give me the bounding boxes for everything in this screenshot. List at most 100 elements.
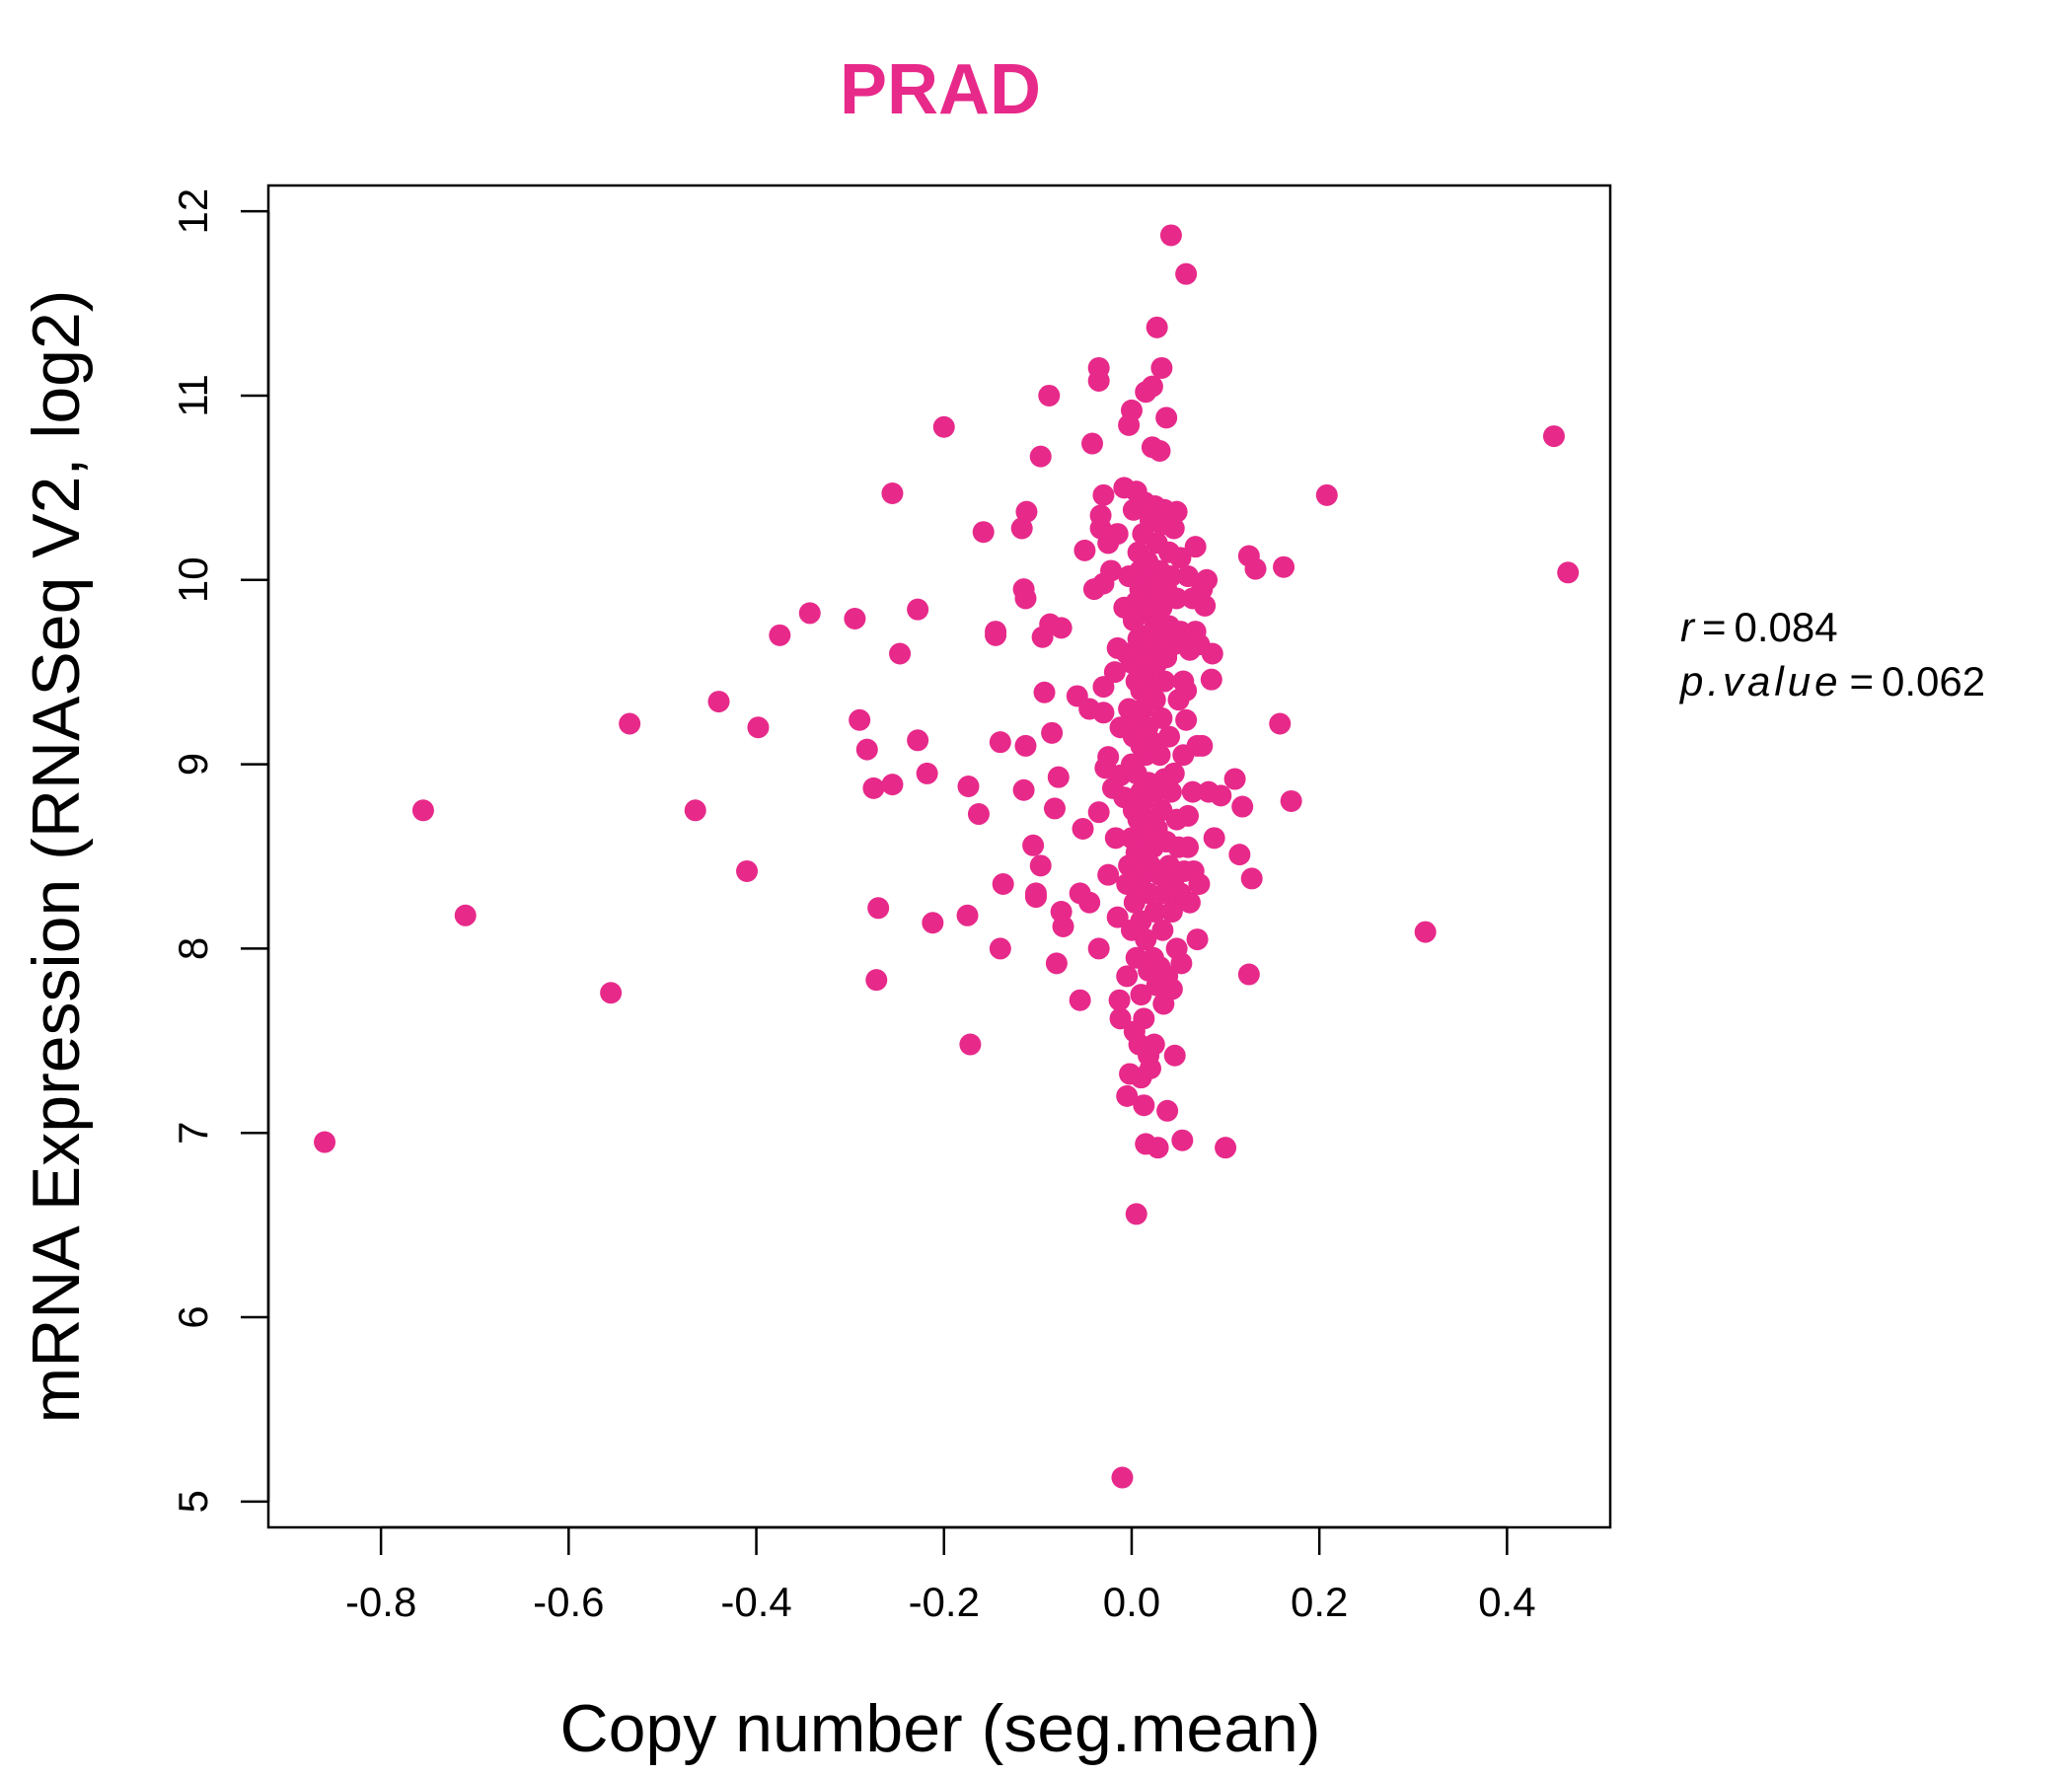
data-point: [992, 873, 1014, 896]
data-point: [1147, 1137, 1169, 1159]
data-point: [1150, 356, 1173, 379]
data-point: [1092, 483, 1115, 506]
data-point: [1159, 780, 1182, 803]
data-point: [1103, 661, 1126, 684]
data-point: [1215, 1137, 1237, 1159]
data-point: [1092, 702, 1115, 724]
data-point: [1155, 407, 1178, 429]
data-point: [1315, 483, 1338, 506]
data-point: [1188, 873, 1211, 896]
data-point: [1156, 1099, 1179, 1122]
data-point: [1194, 594, 1217, 617]
data-point: [1133, 1094, 1155, 1117]
data-point: [1133, 1007, 1155, 1030]
data-point: [1041, 721, 1064, 744]
data-point: [1139, 1057, 1161, 1079]
data-point: [1052, 915, 1074, 937]
data-point: [1542, 425, 1565, 448]
data-point: [1186, 928, 1209, 951]
y-axis: 5 6 7 8 9 10 11 12: [170, 188, 270, 1514]
data-point: [1109, 1007, 1132, 1030]
x-tick-label: -0.8: [345, 1579, 416, 1625]
x-tick-label: -0.2: [909, 1579, 980, 1625]
data-point: [1014, 734, 1037, 757]
plot-frame: [266, 184, 1612, 1529]
data-point: [881, 481, 904, 504]
chart-title: PRAD: [840, 50, 1041, 129]
data-point: [985, 621, 1007, 643]
y-axis-title: mRNA Expression (RNASeq V2, log2): [19, 290, 94, 1424]
data-point: [1116, 1084, 1139, 1107]
data-point: [1203, 827, 1225, 850]
data-point: [1073, 539, 1096, 561]
data-point: [1092, 676, 1115, 699]
data-point: [1130, 984, 1152, 1006]
data-point: [1191, 734, 1214, 757]
data-point: [849, 708, 871, 731]
data-point: [1144, 901, 1166, 924]
data-point: [1069, 989, 1091, 1011]
data-point: [881, 774, 904, 796]
data-point: [1078, 891, 1101, 914]
data-point: [684, 799, 706, 822]
data-point: [707, 691, 730, 713]
data-point: [1116, 965, 1139, 988]
y-tick-label: 11: [170, 374, 216, 417]
data-point: [1104, 827, 1127, 850]
svg-text:p.value=0.062: p.value = 0.062: [1678, 658, 1985, 704]
data-point: [1097, 746, 1120, 769]
data-point: [1106, 906, 1129, 928]
data-point: [916, 762, 938, 784]
data-point: [411, 799, 434, 822]
data-point: [1269, 712, 1292, 735]
data-point: [1150, 706, 1173, 729]
data-point: [922, 912, 944, 934]
data-point: [1200, 668, 1222, 691]
data-point: [1148, 440, 1171, 463]
data-point: [1175, 679, 1198, 702]
data-point: [855, 738, 878, 761]
data-point: [989, 937, 1011, 960]
r-value: 0.084: [1735, 604, 1838, 650]
data-point: [867, 897, 890, 920]
correlation-stats: r = 0.084 p.value = 0.062: [1678, 604, 1985, 704]
data-point: [1087, 937, 1110, 960]
data-point: [1165, 587, 1188, 610]
data-point: [1210, 784, 1232, 807]
data-point: [1196, 568, 1219, 591]
data-point: [769, 624, 791, 646]
data-point: [1240, 867, 1263, 890]
data-point: [1177, 836, 1200, 858]
data-point: [1169, 547, 1192, 569]
data-point: [1228, 844, 1251, 866]
data-point: [1106, 523, 1129, 546]
data-point: [1169, 621, 1192, 643]
y-tick-label: 9: [170, 753, 216, 776]
x-tick-label: 0.0: [1103, 1579, 1160, 1625]
data-point: [1087, 801, 1110, 824]
data-point: [1045, 952, 1068, 975]
y-tick-label: 6: [170, 1305, 216, 1328]
data-point: [1223, 768, 1246, 790]
data-point: [1087, 370, 1110, 393]
x-axis-title: Copy number (seg.mean): [559, 1691, 1320, 1766]
data-point: [1120, 399, 1143, 421]
data-point: [1162, 762, 1185, 784]
data-point: [956, 904, 979, 926]
data-point: [1089, 504, 1112, 527]
r-label: r: [1680, 604, 1696, 650]
data-point: [1138, 882, 1160, 905]
data-point: [1158, 725, 1181, 748]
data-point: [314, 1131, 336, 1153]
data-point: [1151, 919, 1174, 941]
data-point: [1273, 555, 1295, 578]
data-point: [989, 731, 1011, 754]
data-point: [736, 859, 759, 882]
data-point: [1135, 928, 1157, 951]
p-value: 0.062: [1882, 658, 1985, 704]
data-point: [1244, 557, 1267, 580]
data-point: [1043, 797, 1066, 820]
x-axis: -0.8 -0.6 -0.4 -0.2 0.0 0.2 0.4: [345, 1525, 1536, 1625]
data-point: [1170, 952, 1193, 975]
y-tick-label: 5: [170, 1490, 216, 1513]
